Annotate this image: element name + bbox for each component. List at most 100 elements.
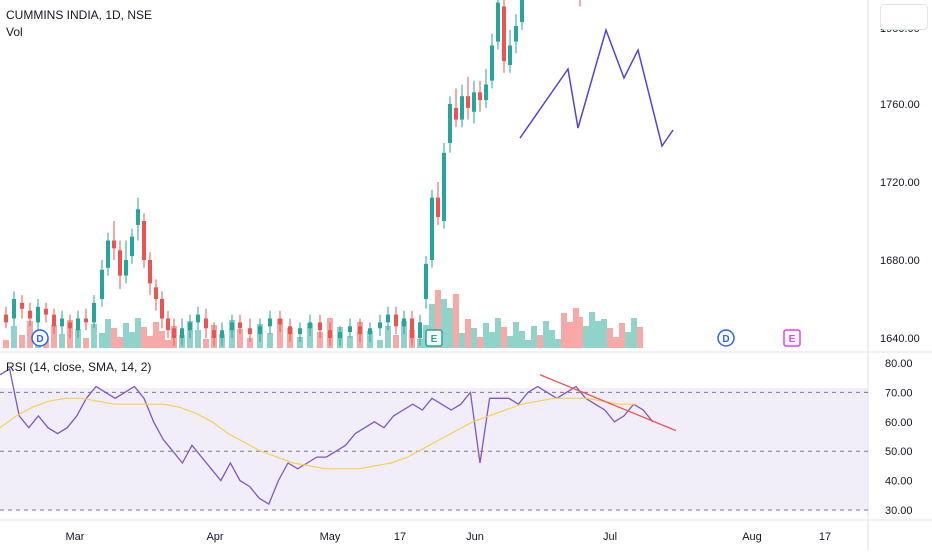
pattern-drawings[interactable] (519, 27, 674, 148)
candle-body (238, 322, 242, 329)
rsi-panel[interactable]: 30.00 40.00 50.00 60.00 70.00 80.00 (0, 358, 913, 517)
volume-bar (141, 327, 147, 348)
volume-bar (347, 336, 353, 348)
top-right-button[interactable] (880, 4, 928, 30)
volume-bar (247, 338, 253, 348)
candle-body (36, 306, 40, 323)
time-label: 17 (394, 531, 406, 543)
volume-bar (489, 332, 495, 348)
candle-body (268, 318, 272, 327)
candle-body (298, 328, 302, 335)
volume-bar (105, 319, 111, 348)
volume-bar (59, 334, 65, 348)
volume-bar (507, 336, 513, 348)
rsi-tick: 40.00 (885, 476, 913, 488)
volume-bar (377, 340, 383, 348)
candle-body (188, 322, 192, 331)
rsi-label: RSI (14, close, SMA, 14, 2) (6, 360, 152, 374)
volume-bar (543, 321, 549, 348)
rsi-tick: 50.00 (885, 446, 913, 458)
candle-body (28, 310, 32, 319)
candle-body (348, 326, 352, 333)
time-label: Apr (206, 531, 223, 543)
time-axis[interactable]: Mar Apr May 17 Jun Jul Aug 17 (0, 519, 932, 543)
volume-bar (471, 328, 477, 348)
candle-body (112, 240, 116, 249)
volume-bar (129, 332, 135, 348)
candle-body (220, 330, 224, 338)
candle-body (124, 260, 128, 276)
candle-body (386, 314, 390, 323)
candle-body (100, 269, 104, 299)
candle-body (204, 318, 208, 329)
rsi-ma-line (0, 397, 636, 470)
volume-bar (91, 324, 97, 348)
volume-bar (435, 290, 441, 348)
candle-body (196, 314, 200, 323)
volume-bar (519, 331, 525, 348)
volume-bar (277, 319, 283, 348)
volume-bar (583, 326, 589, 348)
time-label: Jul (603, 531, 617, 543)
volume-bar (607, 328, 613, 348)
rsi-tick: 30.00 (885, 505, 913, 517)
volume-bar (589, 312, 595, 348)
volume-bar (51, 325, 57, 348)
volume-bar (123, 323, 129, 348)
volume-bar (99, 333, 105, 348)
volume-bar (117, 337, 123, 348)
candle-body (180, 328, 184, 338)
volume-bar (393, 335, 399, 348)
candle-body (258, 326, 262, 335)
candle-body (328, 330, 332, 338)
candle-body (466, 96, 470, 108)
candle-body (166, 318, 170, 331)
price-tick: 1720.00 (880, 177, 920, 189)
volume-bar (513, 322, 519, 348)
dividend-marker (717, 329, 735, 347)
candle-body (130, 236, 134, 257)
candle-body (520, 0, 524, 23)
candle-body (160, 299, 164, 319)
time-label: Mar (66, 531, 85, 543)
volume-bar (135, 318, 141, 348)
volume-bar (385, 326, 391, 348)
candle-body (490, 45, 494, 81)
candle-body (230, 322, 234, 331)
volume-bar (297, 337, 303, 348)
price-axis[interactable]: 1640.001680.001720.001760.001800.001840.… (874, 0, 920, 345)
candle-body (92, 302, 96, 323)
rsi-tick: 70.00 (885, 387, 913, 399)
volume-bar (619, 323, 625, 348)
volume-bar (401, 321, 407, 348)
time-label: Aug (742, 531, 762, 543)
candle-body (106, 240, 110, 268)
volume-bar (195, 330, 201, 348)
symbol-title: CUMMINS INDIA, 1D, NSE (6, 8, 153, 22)
candle-body (288, 326, 292, 335)
candle-body (118, 250, 122, 276)
candles (4, 0, 581, 346)
time-label: 17 (819, 531, 831, 543)
candle-body (436, 197, 440, 218)
candle-body (508, 45, 512, 65)
event-marker-label: E (431, 334, 438, 345)
volume-bar (165, 340, 171, 348)
rsi-band-fill (0, 388, 868, 510)
time-label: May (320, 531, 341, 543)
volume-bar (459, 333, 465, 348)
candle-body (454, 107, 458, 120)
candle-body (448, 104, 452, 143)
candle-body (496, 2, 500, 42)
volume-bar (595, 321, 601, 348)
candle-body (60, 318, 64, 327)
volume-bar (577, 317, 583, 348)
volume-bar (19, 335, 25, 348)
volume-bars (3, 290, 643, 348)
candle-body (136, 209, 140, 225)
rsi-line (0, 367, 654, 506)
